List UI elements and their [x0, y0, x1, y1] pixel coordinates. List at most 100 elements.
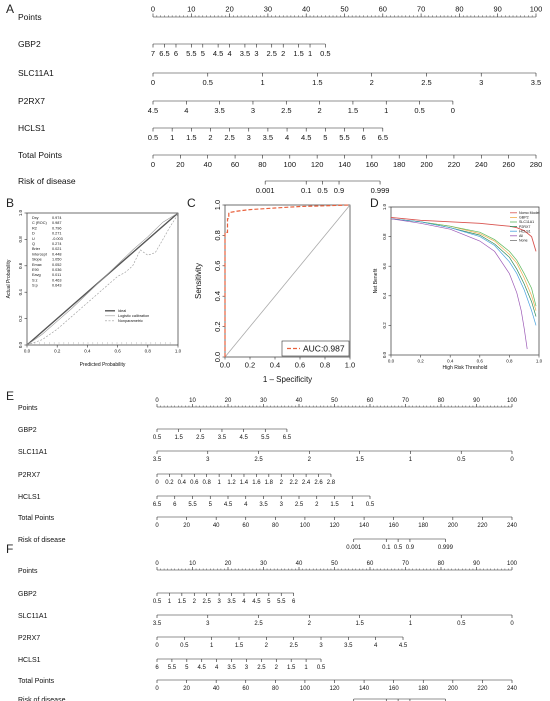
p2rx7-row-label: P2RX7	[18, 635, 40, 642]
risk-tick-label: 0.001	[256, 186, 275, 195]
gbp2-tick-label: 6.5	[283, 435, 292, 441]
p2rx7-tick-label: 1	[384, 106, 388, 115]
risk-tick-label: 0.999	[438, 545, 454, 551]
gbp2-tick-label: 5.5	[277, 599, 286, 605]
p2rx7-tick-label: 0	[155, 643, 159, 649]
total-points-tick-label: 40	[204, 160, 212, 169]
total-points-tick-label: 240	[507, 523, 518, 529]
p2rx7-tick-label: 3	[251, 106, 255, 115]
slc11a1-tick-label: 3.5	[153, 621, 162, 627]
points-tick-label: 60	[367, 561, 374, 567]
hcls1-tick-label: 6	[362, 133, 366, 142]
total-points-tick-label: 0	[155, 686, 159, 692]
stat-value: 0.796	[52, 226, 62, 230]
hcls1-tick-label: 1	[304, 665, 308, 671]
hcls1-tick-label: 3.5	[227, 665, 236, 671]
legend-box	[281, 340, 350, 357]
points-tick-label: 50	[340, 5, 348, 14]
x-tick-label: 0.6	[114, 349, 121, 354]
legend-label: Ideal	[118, 309, 126, 313]
points-tick-label: 100	[507, 398, 518, 404]
dca-panel-d: 0.0 0.2 0.4 0.6 0.8 1.0 0.0 0.2 0.4 0.6 0.8 1.0 High…	[373, 203, 543, 371]
gbp2-tick-label: 2.5	[203, 599, 212, 605]
hcls1-tick-label: 1.5	[287, 665, 296, 671]
hcls1-tick-label: 3.5	[259, 502, 268, 508]
y-tick-label: 0.0	[213, 352, 222, 362]
gbp2-tick-label: 7	[151, 49, 155, 58]
p2rx7-tick-label: 2	[280, 480, 284, 486]
gbp2-tick-label: 0.5	[153, 599, 162, 605]
hcls1-tick-label: 6	[155, 665, 159, 671]
total-points-row-label: Total Points	[18, 515, 55, 522]
x-tick-label: 0.2	[245, 361, 255, 370]
gbp2-tick-label: 5	[267, 599, 271, 605]
x-tick-label: 0.4	[84, 349, 91, 354]
total-points-tick-label: 140	[359, 686, 370, 692]
total-points-tick-label: 60	[242, 523, 249, 529]
hcls1-tick-label: 5.5	[168, 665, 177, 671]
points-row-label: Points	[18, 568, 38, 575]
gbp2-tick-label: 3	[217, 599, 221, 605]
stat-name: Emax	[32, 263, 42, 267]
total-points-tick-label: 80	[272, 523, 279, 529]
dca-line-nomo-model	[390, 216, 537, 252]
gbp2-tick-label: 5.5	[261, 435, 270, 441]
p2rx7-tick-label: 1.6	[252, 480, 261, 486]
total-points-tick-label: 280	[530, 160, 543, 169]
p2rx7-tick-label: 4.5	[399, 643, 408, 649]
p2rx7-tick-label: 4.5	[148, 106, 158, 115]
x-tick-label: 0.0	[388, 359, 395, 364]
y-tick-label: 0.4	[18, 289, 23, 296]
p2rx7-tick-label: 2	[265, 643, 269, 649]
hcls1-tick-label: 2	[315, 502, 319, 508]
stat-value: -0.003	[52, 237, 63, 241]
p2rx7-row-label: P2RX7	[18, 96, 45, 106]
stat-value: 0.036	[52, 268, 62, 272]
p2rx7-tick-label: 0	[451, 106, 455, 115]
total-points-tick-label: 180	[418, 523, 429, 529]
legend-label: AUC:0.987	[303, 344, 345, 354]
dca-line-p2rx7	[390, 218, 537, 317]
p2rx7-tick-label: 0.2	[165, 480, 174, 486]
hcls1-tick-label: 0.5	[366, 502, 375, 508]
legend-label: All	[519, 234, 523, 238]
gbp2-tick-label: 2	[193, 599, 197, 605]
points-tick-label: 50	[331, 398, 338, 404]
stat-value: 0.052	[52, 263, 62, 267]
total-points-tick-label: 0	[151, 160, 155, 169]
stat-value: 0.643	[52, 284, 62, 288]
panel-letter-d: D	[370, 196, 379, 210]
total-points-tick-label: 40	[213, 523, 220, 529]
total-points-tick-label: 20	[183, 523, 190, 529]
total-points-tick-label: 120	[311, 160, 324, 169]
stat-name: Slope	[32, 258, 42, 262]
total-points-tick-label: 80	[272, 686, 279, 692]
hcls1-tick-label: 2	[208, 133, 212, 142]
p2rx7-tick-label: 0.5	[180, 643, 189, 649]
total-points-tick-label: 120	[329, 686, 340, 692]
legend-label: HCLS1	[519, 229, 531, 233]
x-tick-label: 0.2	[54, 349, 61, 354]
p2rx7-tick-label: 1	[217, 480, 221, 486]
hcls1-tick-label: 5.5	[339, 133, 349, 142]
total-points-tick-label: 200	[448, 523, 459, 529]
gbp2-tick-label: 4	[228, 49, 232, 58]
x-tick-label: 0.4	[447, 359, 454, 364]
points-tick-label: 70	[402, 561, 409, 567]
gbp2-tick-label: 4.5	[213, 49, 223, 58]
y-tick-label: 0.8	[382, 233, 387, 240]
total-points-tick-label: 240	[507, 686, 518, 692]
gbp2-tick-label: 5.5	[186, 49, 196, 58]
gbp2-tick-label: 2	[281, 49, 285, 58]
points-tick-label: 30	[260, 398, 267, 404]
slc11a1-row-label: SLC11A1	[18, 449, 48, 456]
p2rx7-tick-label: 4	[184, 106, 188, 115]
risk-tick-label: 0.5	[394, 545, 403, 551]
stat-name: Dxy	[32, 216, 39, 220]
stat-value: 0.987	[52, 221, 62, 225]
total-points-tick-label: 0	[155, 523, 159, 529]
total-points-tick-label: 180	[418, 686, 429, 692]
p2rx7-tick-label: 1.8	[265, 480, 274, 486]
stat-name: C (ROC)	[32, 221, 47, 225]
y-tick-label: 1.0	[18, 209, 23, 216]
